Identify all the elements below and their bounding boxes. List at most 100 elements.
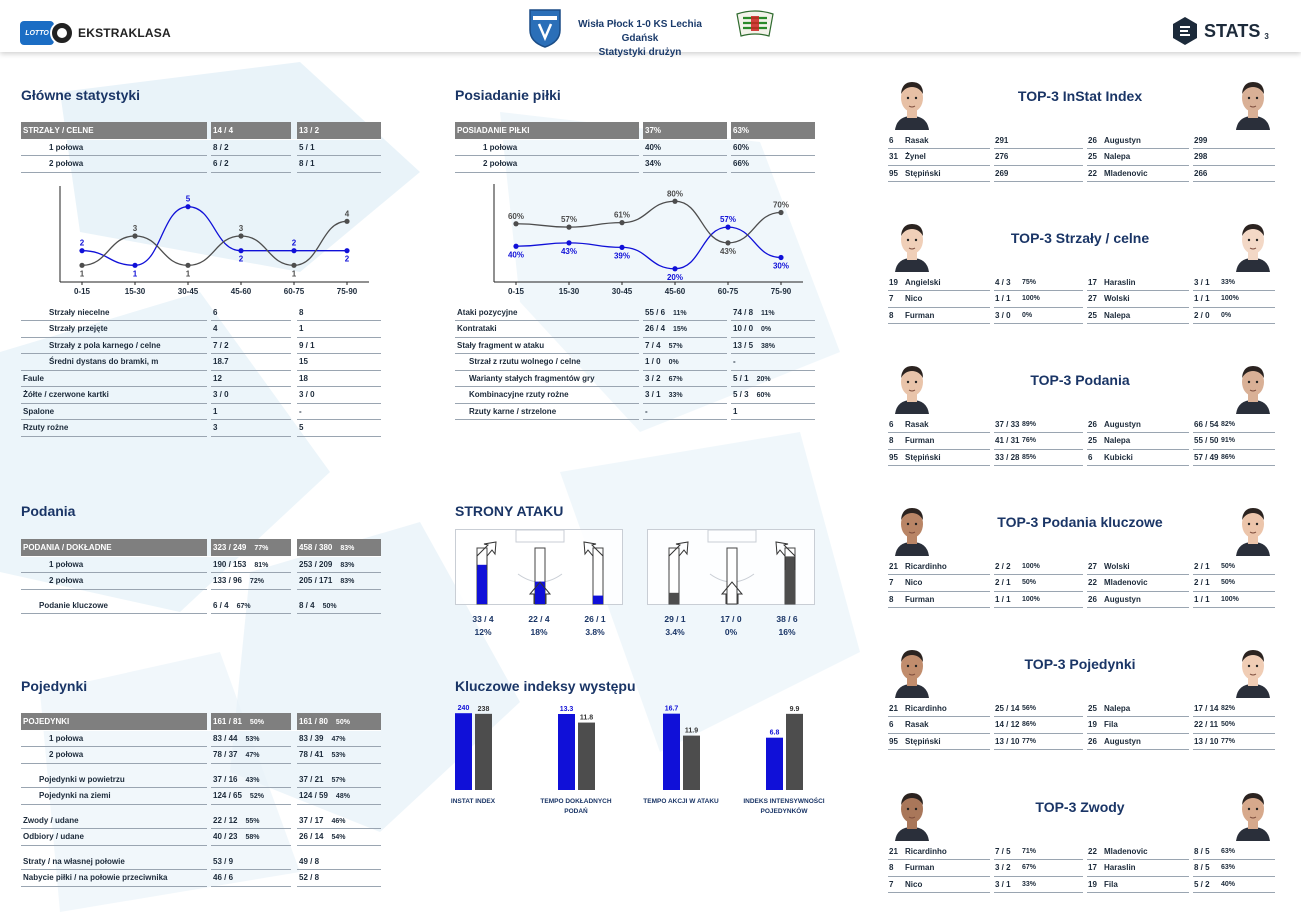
row-away: 10 / 0 0% bbox=[731, 320, 815, 338]
player-pct: 75% bbox=[1021, 274, 1083, 292]
x-tick-label: 0-15 bbox=[508, 287, 525, 296]
row-away-value: 83 / 39 bbox=[299, 733, 324, 743]
row-home-pct: 52% bbox=[249, 793, 264, 801]
player-value: 7 / 5 bbox=[994, 843, 1021, 861]
data-point bbox=[79, 248, 85, 254]
table-row: Nabycie piłki / na połowie przeciwnika 46… bbox=[21, 869, 381, 887]
row-label: Zwody / udane bbox=[21, 812, 207, 829]
row-label: 1 połowa bbox=[455, 139, 639, 156]
row-label: Strzały z pola karnego / celne bbox=[21, 337, 207, 354]
player-value: 266 bbox=[1193, 165, 1220, 183]
home-index-value: 240 bbox=[458, 705, 470, 712]
table-row: 7 Nico 1 / 1 100% 27 Wolski 1 / 1 100% bbox=[888, 290, 1275, 308]
player-value: 3 / 1 bbox=[994, 876, 1021, 894]
attack-count: 17 / 0 bbox=[720, 614, 742, 624]
table-row: 2 połowa 133 / 96 72% 205 / 171 83% bbox=[21, 572, 381, 590]
player-pct: 91% bbox=[1220, 432, 1275, 450]
player-value: 66 / 54 bbox=[1193, 416, 1220, 434]
data-label: 61% bbox=[614, 211, 630, 220]
row-home-pct: 67% bbox=[236, 602, 251, 610]
row-home: 12 bbox=[211, 370, 291, 387]
row-label: Podanie kluczowe bbox=[21, 597, 207, 614]
row-away-pct: 48% bbox=[335, 793, 350, 801]
player-name: Furman bbox=[904, 307, 990, 325]
data-label: 43% bbox=[720, 247, 736, 256]
attack-arrow-icon bbox=[668, 541, 689, 570]
possession-header-table: POSIADANIE PIŁKI 37% 63% 1 połowa 40% 60% … bbox=[455, 122, 815, 173]
top3-table: 21 Ricardinho 25 / 14 56% 25 Nalepa 17 / 14 82%… bbox=[888, 700, 1275, 751]
row-away: 8 / 4 50% bbox=[297, 597, 381, 614]
away-attack-values: 29 / 1 3.4% 17 / 0 0% 38 / 6 16% bbox=[647, 613, 815, 639]
attack-pct: 3.8% bbox=[585, 627, 605, 637]
row-home: 3 bbox=[211, 419, 291, 437]
row-home: 4 bbox=[211, 320, 291, 338]
data-point bbox=[672, 266, 678, 272]
table-row: 6 Rasak 37 / 33 89% 26 Augustyn 66 / 54 82% bbox=[888, 416, 1275, 434]
data-point bbox=[513, 243, 519, 249]
table-row: Strzały przejęte 4 1 bbox=[21, 320, 381, 338]
row-home: 190 / 153 81% bbox=[211, 556, 291, 573]
row-away-pct: 60% bbox=[756, 392, 771, 400]
main-stats-table: Strzały niecelne 6 8 Strzały przejęte 4 1 St… bbox=[21, 304, 381, 437]
row-label: Stały fragment w ataku bbox=[455, 337, 639, 354]
row-home-value: 3 / 1 bbox=[645, 390, 661, 400]
attack-bar-frame bbox=[726, 547, 738, 605]
player-number: 8 bbox=[888, 307, 904, 325]
top3-title: TOP-3 Podania kluczowe bbox=[997, 514, 1163, 530]
home-player-photo bbox=[891, 76, 933, 130]
row-home: 46 / 6 bbox=[211, 869, 291, 887]
data-label: 1 bbox=[292, 269, 297, 278]
data-point bbox=[513, 221, 519, 227]
data-label: 57% bbox=[561, 215, 577, 224]
player-value: 3 / 2 bbox=[994, 859, 1021, 877]
key-indexes-chart: 240 238 INSTAT INDEX 13.3 11.8 TEMPO DOKŁADNY… bbox=[451, 705, 825, 815]
row-away-value: 5 / 1 bbox=[733, 373, 749, 383]
table-row: 2 połowa 34% 66% bbox=[455, 155, 815, 173]
row-home-pct: 57% bbox=[668, 342, 683, 350]
row-away: 37 / 17 46% bbox=[297, 812, 381, 829]
table-row: 21 Ricardinho 7 / 5 71% 22 Mladenovic 8 / 5 63% bbox=[888, 843, 1275, 861]
player-value: 1 / 1 bbox=[994, 591, 1021, 609]
player-name: Stępiński bbox=[904, 449, 990, 467]
table-row: 2 połowa 6 / 2 8 / 1 bbox=[21, 155, 381, 173]
row-away-value: 124 / 59 bbox=[299, 791, 328, 801]
home-player-photo bbox=[891, 644, 933, 698]
row-home-pct: 43% bbox=[245, 776, 260, 784]
player-pct: 63% bbox=[1220, 859, 1275, 877]
player-value: 2 / 1 bbox=[1193, 574, 1220, 592]
header-label: STRZAŁY / CELNE bbox=[21, 122, 207, 140]
header-away-pct: 50% bbox=[335, 718, 350, 726]
player-number: 19 bbox=[888, 274, 904, 292]
player-name: Nalepa bbox=[1103, 432, 1189, 450]
player-number: 26 bbox=[1087, 733, 1103, 751]
player-number: 7 bbox=[888, 876, 904, 894]
row-away: 253 / 209 83% bbox=[297, 556, 381, 573]
player-value: 298 bbox=[1193, 148, 1220, 166]
row-label: 1 połowa bbox=[21, 139, 207, 156]
stats-logo-icon bbox=[1173, 17, 1197, 45]
player-value: 41 / 31 bbox=[994, 432, 1021, 450]
table-row: 1 połowa 83 / 44 53% 83 / 39 47% bbox=[21, 730, 381, 747]
attack-arrow-icon bbox=[528, 581, 552, 604]
table-row: Strzały z pola karnego / celne 7 / 2 9 / 1 bbox=[21, 337, 381, 354]
x-tick-label: 75-90 bbox=[771, 287, 792, 296]
row-home: 40% bbox=[643, 139, 727, 156]
row-away: 78 / 41 53% bbox=[297, 746, 381, 764]
player-value: 14 / 12 bbox=[994, 716, 1021, 734]
table-row: 95 Stępiński 33 / 28 85% 6 Kubicki 57 / 49 86% bbox=[888, 449, 1275, 467]
player-name: Haraslin bbox=[1103, 274, 1189, 292]
possession-by-period-chart: 0-15 15-30 30-45 45-60 60-75 75-90 40% 43% 39% 20… bbox=[493, 184, 803, 296]
player-value: 3 / 0 bbox=[994, 307, 1021, 325]
index-label: TEMPO AKCJI W ATAKU bbox=[643, 798, 719, 805]
player-pct: 100% bbox=[1021, 558, 1083, 576]
player-pct: 76% bbox=[1021, 432, 1083, 450]
player-name: Nico bbox=[904, 574, 990, 592]
data-point bbox=[566, 240, 572, 246]
row-home: 83 / 44 53% bbox=[211, 730, 291, 747]
row-away: 1 bbox=[297, 320, 381, 338]
player-value: 17 / 14 bbox=[1193, 700, 1220, 718]
player-name: Rasak bbox=[904, 132, 990, 150]
row-home-pct: 58% bbox=[245, 834, 260, 842]
row-away-value: 205 / 171 bbox=[299, 576, 333, 586]
row-home-value: 40 / 23 bbox=[213, 832, 238, 842]
